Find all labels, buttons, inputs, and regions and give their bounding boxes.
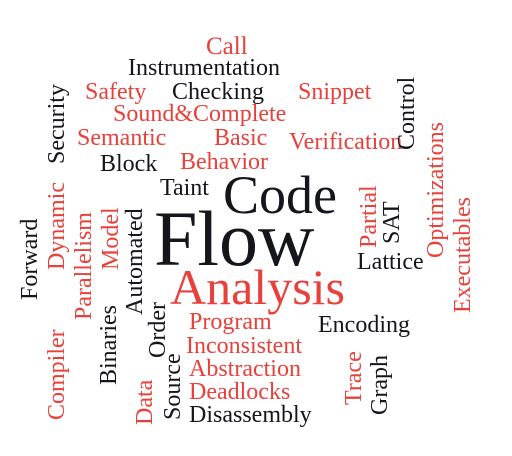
word-snippet: Snippet xyxy=(298,79,372,105)
word-partial: Partial xyxy=(356,185,382,248)
word-safety: Safety xyxy=(85,79,147,105)
word-sat: SAT xyxy=(379,201,405,244)
word-data: Data xyxy=(132,379,158,425)
word-optimizations: Optimizations xyxy=(423,122,449,258)
word-lattice: Lattice xyxy=(357,249,424,275)
word-encoding: Encoding xyxy=(318,312,410,338)
word-basic: Basic xyxy=(214,125,268,151)
word-disassembly: Disassembly xyxy=(189,402,312,428)
word-abstraction: Abstraction xyxy=(189,356,301,382)
word-flow: Flow xyxy=(154,195,315,282)
word-order: Order xyxy=(145,302,171,358)
word-parallelism: Parallelism xyxy=(71,212,97,320)
word-binaries: Binaries xyxy=(96,305,122,385)
word-executables: Executables xyxy=(450,197,476,313)
word-automated: Automated xyxy=(122,208,148,315)
word-inconsistent: Inconsistent xyxy=(186,333,302,359)
word-model: Model xyxy=(98,207,124,270)
word-security: Security xyxy=(44,84,70,164)
word-dynamic: Dynamic xyxy=(44,182,70,270)
word-graph: Graph xyxy=(367,355,393,415)
word-sound-complete: Sound&Complete xyxy=(113,101,287,127)
word-deadlocks: Deadlocks xyxy=(189,379,291,405)
word-block: Block xyxy=(100,151,158,177)
word-compiler: Compiler xyxy=(44,329,70,420)
word-control: Control xyxy=(394,76,420,150)
word-code: Code xyxy=(223,165,337,225)
word-trace: Trace xyxy=(341,351,367,405)
word-taint: Taint xyxy=(160,175,209,201)
word-semantic: Semantic xyxy=(77,125,167,151)
word-program: Program xyxy=(189,309,272,335)
word-analysis: Analysis xyxy=(170,259,345,315)
word-checking: Checking xyxy=(172,79,264,105)
word-forward: Forward xyxy=(17,218,43,300)
word-call: Call xyxy=(206,33,248,60)
word-instrumentation: Instrumentation xyxy=(128,55,280,81)
word-behavior: Behavior xyxy=(180,149,268,175)
word-verification: Verification xyxy=(289,129,403,155)
word-source: Source xyxy=(160,353,186,420)
